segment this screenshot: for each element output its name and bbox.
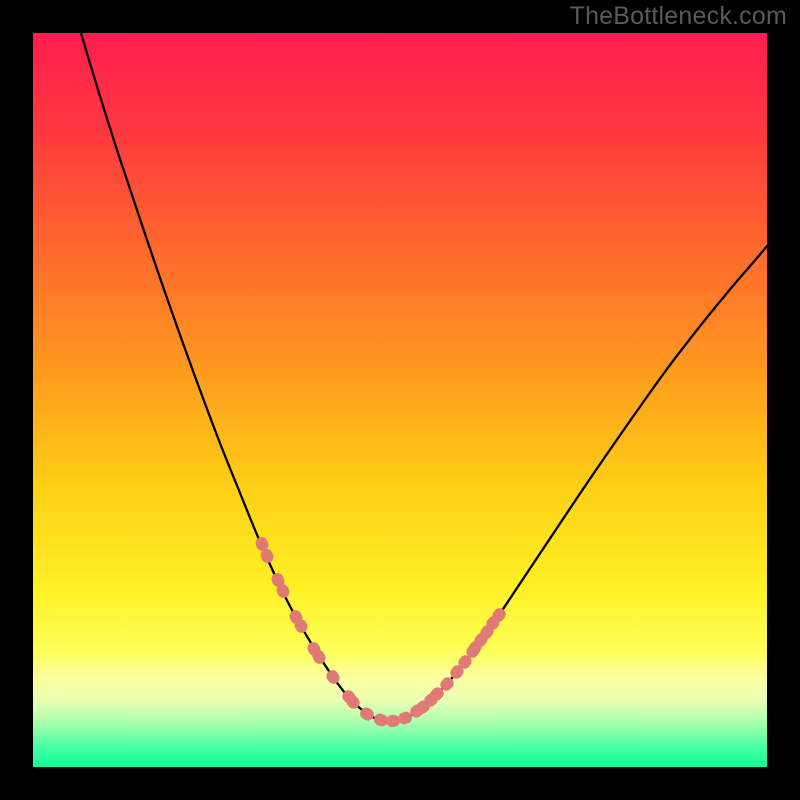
curve-marker [385,714,400,728]
plot-area [33,33,767,767]
curve-layer [33,33,767,767]
curve-marker [324,668,342,686]
chart-stage: TheBottleneck.com [0,0,800,800]
watermark-text: TheBottleneck.com [570,2,787,31]
bottleneck-curve [81,33,767,721]
